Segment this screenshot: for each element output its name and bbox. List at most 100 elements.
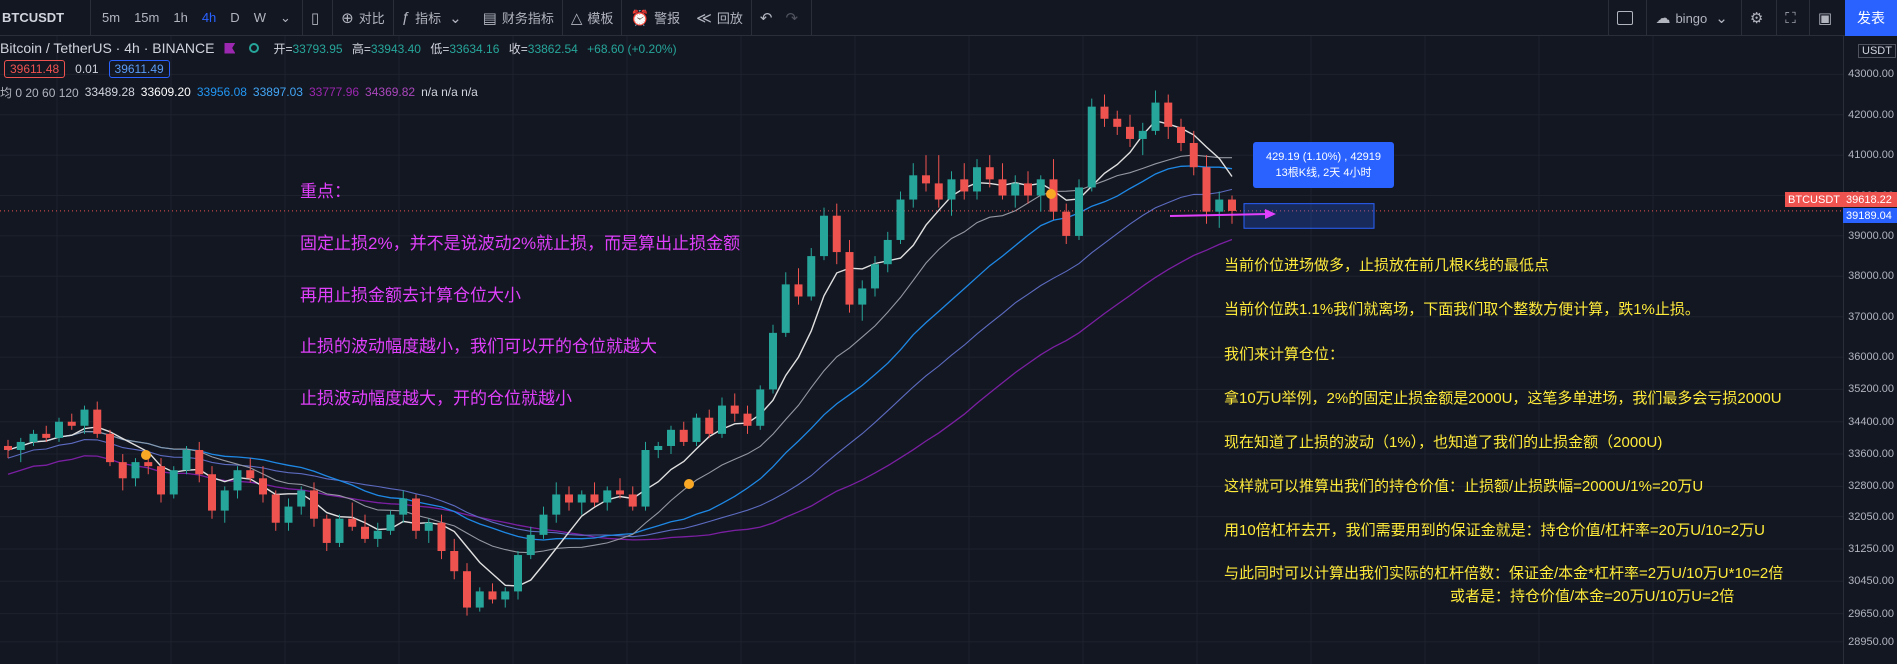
candle-body — [373, 530, 382, 539]
toolbar-divider — [90, 0, 91, 36]
candle-body — [858, 288, 867, 305]
candle-body — [820, 215, 828, 257]
currency-label[interactable]: USDT — [1858, 44, 1896, 58]
plus-circle-icon: ⊕ — [341, 9, 354, 27]
axis-tick-label: 32800.00 — [1848, 480, 1894, 493]
chart-type-button[interactable]: ▯ — [303, 0, 332, 36]
candle-body — [756, 389, 765, 426]
note-yellow-2: 当前价位跌1.1%我们就离场，下面我们取个整数方便计算，跌1%止损。 — [1224, 301, 1700, 318]
candle-body — [412, 498, 420, 531]
template-icon: △ — [570, 9, 583, 27]
note-yellow-5: 现在知道了止损的波动（1%），也知道了我们的止损金额（2000U) — [1224, 434, 1663, 451]
layout-icon — [1617, 11, 1634, 25]
candle-body — [730, 405, 739, 414]
fx-icon: ƒ — [401, 9, 411, 26]
candle-body — [667, 429, 675, 446]
measure-tooltip: 429.19 (1.10%) , 42919 13根K线, 2天 4小时 — [1253, 142, 1394, 188]
axis-tick-label: 39000.00 — [1848, 229, 1894, 242]
chevron-down-icon[interactable]: ⌄ — [279, 9, 291, 25]
toolbar-divider — [561, 0, 563, 36]
event-marker — [684, 479, 694, 489]
fullscreen-button[interactable]: ⛶ — [1777, 0, 1809, 36]
price-chart-plot[interactable] — [0, 0, 1843, 664]
templates-button[interactable]: △ 模板 — [563, 0, 622, 36]
event-marker — [1046, 189, 1056, 199]
cloud-icon: ☁ — [1655, 10, 1671, 27]
candle-body — [1215, 199, 1224, 212]
symbol-search-button[interactable]: BTCUSDT — [2, 10, 65, 25]
compare-button[interactable]: ⊕ 对比 — [333, 0, 393, 36]
candle-body — [565, 494, 573, 503]
alert-button[interactable]: ⏰ 警报 — [622, 0, 688, 36]
timeframe-1h[interactable]: 1h — [173, 10, 188, 25]
chevron-down-icon: ⌄ — [1715, 10, 1728, 27]
replay-button[interactable]: ≪ 回放 — [688, 0, 751, 36]
timeframe-w[interactable]: W — [253, 10, 266, 25]
fullscreen-icon: ⛶ — [1785, 9, 1796, 27]
axis-tick-label: 34400.00 — [1848, 415, 1894, 428]
candle-body — [246, 470, 255, 479]
price-axis[interactable]: USDT 43000.0042000.0041000.0040000.00390… — [1843, 36, 1897, 664]
candle-body — [16, 441, 25, 451]
candle-body — [616, 490, 624, 495]
financials-button[interactable]: ▤ 财务指标 — [475, 0, 562, 36]
candle-body — [973, 167, 981, 192]
candle-body — [1113, 118, 1122, 127]
snapshot-button[interactable]: ▣ — [1810, 0, 1845, 36]
candle-body — [1177, 126, 1185, 143]
candle-body — [603, 490, 612, 503]
candle-body — [1075, 187, 1083, 236]
toolbar-divider — [1608, 0, 1610, 36]
alarm-clock-icon: ⏰ — [630, 9, 650, 27]
candle-body — [335, 518, 344, 543]
compare-label: 对比 — [358, 11, 385, 26]
toolbar-divider — [301, 0, 303, 36]
toolbar-divider — [811, 0, 813, 36]
candle-body — [641, 450, 650, 507]
indicators-button[interactable]: ƒ 指标 ⌄ — [394, 0, 475, 36]
timeframe-4h[interactable]: 4h — [201, 10, 217, 25]
publish-button[interactable]: 发表 — [1845, 0, 1897, 36]
candle-body — [386, 514, 395, 531]
user-menu-button[interactable]: ☁ bingo ⌄ — [1647, 0, 1740, 36]
candle-body — [310, 490, 318, 519]
timeframe-5m[interactable]: 5m — [102, 10, 121, 25]
settings-button[interactable]: ⚙ — [1742, 0, 1776, 36]
redo-button[interactable]: ↷ — [785, 0, 811, 36]
candle-body — [781, 284, 790, 333]
layout-button[interactable] — [1609, 0, 1646, 36]
axis-tick-label: 41000.00 — [1848, 149, 1894, 162]
candle-body — [769, 332, 777, 390]
undo-button[interactable]: ↶ — [752, 0, 786, 36]
candle-body — [998, 179, 1007, 196]
candle-body — [437, 522, 446, 552]
note-yellow-8: 与此同时可以计算出我们实际的杠杆倍数：保证金/本金*杠杆率=2万U/10万U*1… — [1224, 565, 1784, 582]
timeframe-15m[interactable]: 15m — [134, 10, 160, 25]
candle-body — [1100, 106, 1109, 119]
candle-body — [182, 450, 191, 471]
note-pink-1: 重点： — [300, 182, 351, 201]
current-price-tag: 39618.22 — [1843, 192, 1897, 207]
timeframe-group: 5m 15m 1h 4h D W ⌄ — [91, 0, 302, 36]
candle-body — [985, 167, 994, 180]
candle-body — [131, 462, 140, 479]
candle-body — [501, 591, 510, 600]
axis-tick-label: 28950.00 — [1848, 635, 1894, 648]
candle-body — [157, 466, 165, 495]
axis-tick-label: 31250.00 — [1848, 542, 1894, 555]
candle-body — [934, 183, 943, 200]
candle-body — [514, 555, 522, 592]
candle-body — [93, 409, 102, 434]
candle-body — [1151, 102, 1160, 131]
timeframe-d[interactable]: D — [230, 10, 240, 25]
axis-tick-label: 42000.00 — [1848, 108, 1894, 121]
candle-body — [1024, 183, 1032, 196]
candle-body — [259, 478, 267, 495]
note-yellow-7: 用10倍杠杆去开，我们需要用到的保证金就是：持仓价值/杠杆率=20万U/10=2… — [1224, 522, 1765, 539]
note-yellow-4: 拿10万U举例，2%的固定止损金额是2000U，这笔多单进场，我们最多会亏损20… — [1224, 390, 1782, 407]
candle-body — [705, 417, 714, 434]
note-pink-3: 再用止损金额去计算仓位大小 — [300, 286, 521, 305]
templates-label: 模板 — [587, 11, 614, 26]
candle-body — [1126, 126, 1134, 139]
candle-body — [1189, 142, 1198, 168]
